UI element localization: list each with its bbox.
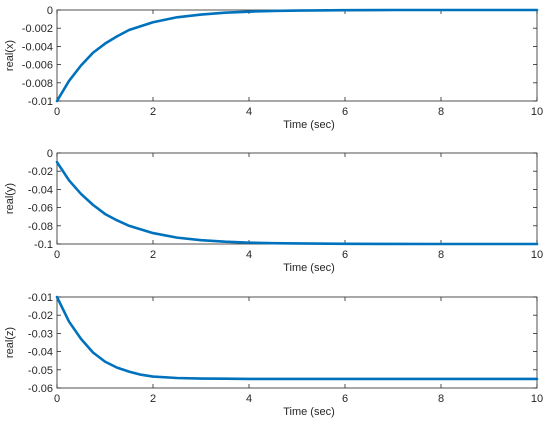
y-tick-label: -0.1 [34,239,53,251]
axes-box-y [56,152,538,245]
subplot-y: 0 2 4 6 8 10 0 -0.02 -0.04 -0.06 -0.08 -0.1 Time (se… [4,148,543,274]
series-line-x [55,8,539,103]
x-tick-label: 0 [54,393,60,405]
y-tick-label: 0 [47,5,53,17]
y-tick-label: -0.01 [28,96,53,108]
y-tick-label: -0.06 [28,203,53,215]
y-tick-label: -0.04 [28,347,53,359]
x-axis-label: Time (sec) [283,406,335,418]
y-tick-label: -0.05 [28,365,53,377]
x-tick-label: 10 [531,393,543,405]
y-tick-label: 0 [47,148,53,160]
x-tick-label: 2 [150,393,156,405]
x-tick-label: 0 [54,249,60,261]
y-axis-label: real(y) [4,183,16,214]
axes-box-z [56,296,538,389]
subplot-z: 0 2 4 6 8 10 -0.01 -0.02 -0.03 -0.04 -0.05 -0.06 Tim… [4,292,543,418]
y-tick-label: -0.02 [28,166,53,178]
x-tick-label: 10 [531,249,543,261]
x-tick-label: 4 [246,249,252,261]
x-tick-label: 4 [246,393,252,405]
y-axis-label: real(z) [4,327,16,358]
y-tick-label: -0.02 [28,310,53,322]
y-tick-label: -0.006 [22,60,53,72]
y-tick-label: -0.008 [22,78,53,90]
x-axis-label: Time (sec) [283,119,335,131]
x-tick-label: 0 [54,106,60,118]
axes-box-x [56,9,538,102]
x-tick-label: 8 [438,393,444,405]
x-tick-label: 6 [342,106,348,118]
x-tick-label: 4 [246,106,252,118]
x-tick-label: 6 [342,249,348,261]
y-tick-label: -0.04 [28,184,53,196]
x-axis-label: Time (sec) [283,262,335,274]
y-tick-label: -0.03 [28,328,53,340]
y-tick-label: -0.08 [28,221,53,233]
x-tick-label: 10 [531,106,543,118]
y-tick-label: -0.06 [28,383,53,395]
subplot-x: 0 2 4 6 8 10 0 -0.002 -0.004 -0.006 -0.008 -0.01 Tim… [4,5,543,131]
x-tick-label: 8 [438,106,444,118]
series-line-z [55,295,539,381]
series-line-y [55,160,539,246]
x-tick-label: 2 [150,106,156,118]
y-axis-label: real(x) [4,40,16,71]
x-tick-label: 6 [342,393,348,405]
y-tick-label: -0.004 [22,41,53,53]
y-tick-label: -0.01 [28,292,53,304]
x-tick-label: 8 [438,249,444,261]
y-tick-label: -0.002 [22,23,53,35]
x-tick-label: 2 [150,249,156,261]
